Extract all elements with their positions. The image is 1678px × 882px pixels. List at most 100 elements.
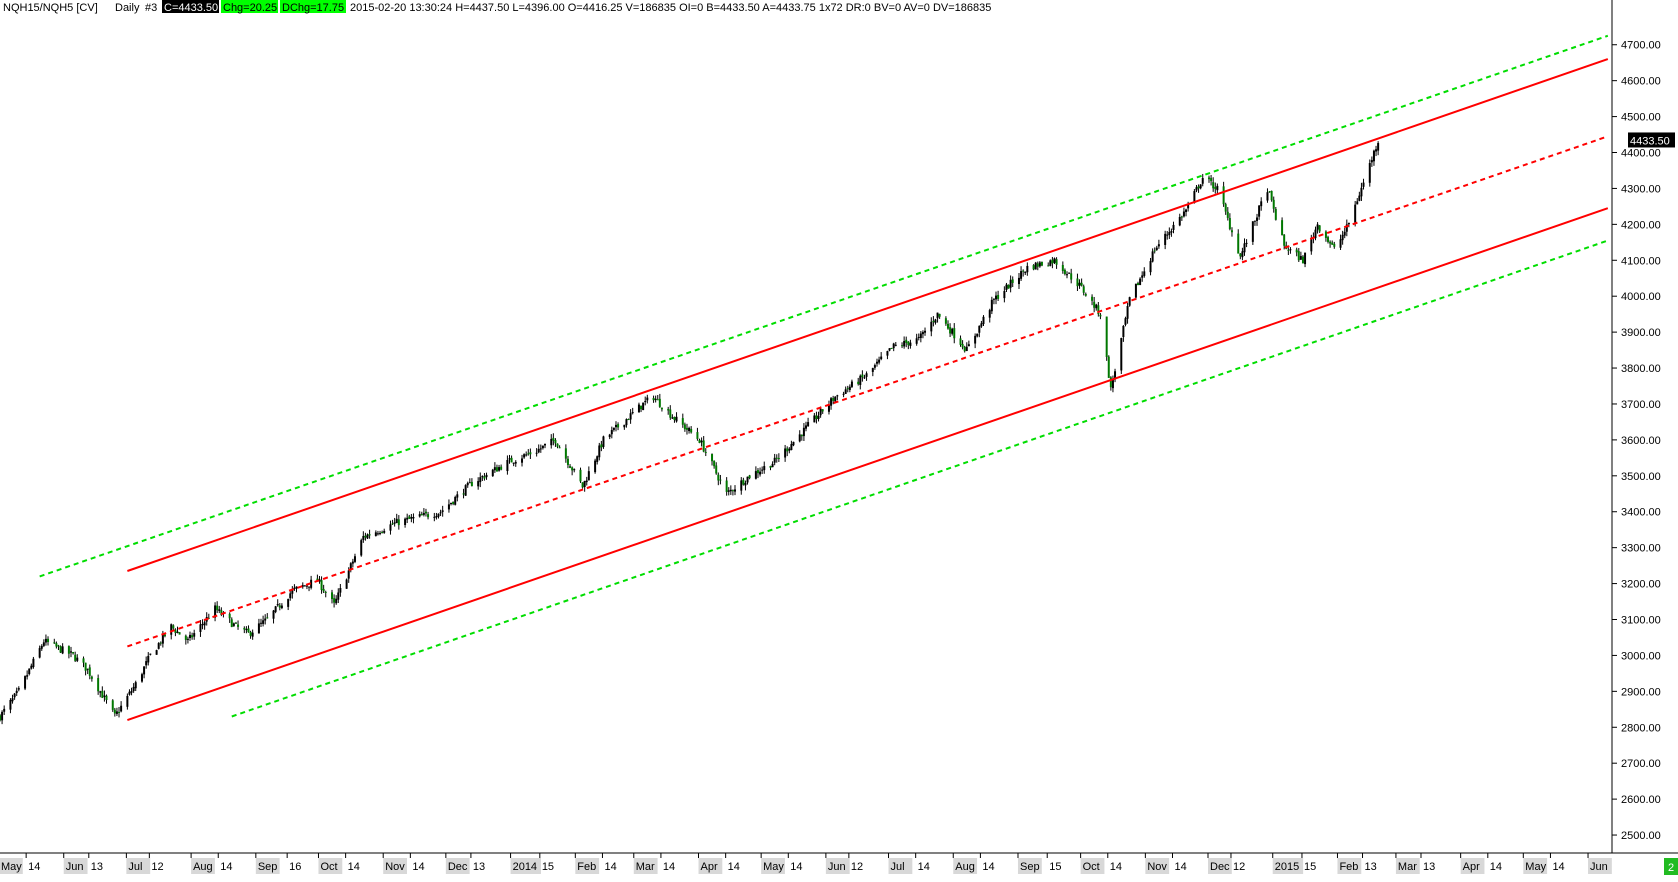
candle-body (873, 365, 876, 368)
candle-body (980, 323, 983, 327)
candle-body (788, 448, 791, 451)
candle-body (305, 585, 308, 587)
candle-body (773, 457, 776, 463)
channel-line[interactable] (39, 34, 1609, 578)
price-tick-label: 4100.00 (1621, 255, 1661, 267)
date-tick-label: Oct (1083, 861, 1100, 873)
date-tick-label: 14 (348, 861, 360, 873)
candle-body (264, 618, 267, 621)
candle-body (1253, 220, 1256, 222)
candle-body (1068, 272, 1071, 274)
candle-body (888, 348, 891, 351)
date-label-box (383, 858, 408, 874)
candle-body (903, 341, 906, 347)
candle-body (404, 518, 407, 525)
candle-body (1099, 314, 1102, 317)
candle-body (727, 490, 730, 492)
chg-value-badge: Chg=20.25 (223, 2, 277, 14)
candle-body (754, 471, 757, 479)
candle-body (174, 629, 177, 633)
candle-body (383, 530, 386, 533)
candle-body (508, 458, 511, 460)
corner-status-badge[interactable] (1664, 858, 1678, 875)
candle-body (805, 425, 807, 429)
candle-body (322, 588, 325, 592)
candle-body (1185, 209, 1188, 213)
candle-body (274, 606, 277, 612)
candle-body (642, 402, 645, 411)
candle-body (1356, 201, 1359, 205)
candle-body (637, 404, 640, 413)
candle-body (769, 466, 772, 468)
candle-body (466, 483, 469, 486)
date-tick-label: 14 (982, 861, 994, 873)
candle-body (602, 436, 605, 447)
candle-body (26, 675, 29, 677)
date-label-box (825, 858, 850, 874)
candle-body (1193, 191, 1196, 204)
price-axis[interactable]: 2500.00 2600.00 2700.00 2800.00 2900.00 3000.… (1612, 40, 1661, 842)
candle-body (598, 445, 601, 458)
candle-body (510, 457, 513, 463)
candle-body (827, 404, 830, 412)
date-label-box (318, 858, 343, 874)
last-price-tag-bg (1628, 132, 1675, 148)
candle-body (44, 638, 47, 643)
candle-body (115, 711, 118, 714)
candle-body (287, 599, 290, 607)
candle-body (97, 678, 100, 692)
candle-body (498, 467, 501, 471)
corner-status-text: 2 (1668, 862, 1674, 874)
channel-line[interactable] (127, 135, 1609, 648)
candle-body (439, 512, 442, 514)
candle-body (917, 336, 920, 338)
candle-body (1026, 265, 1029, 273)
candle-body (1228, 218, 1231, 230)
price-tick-label: 2800.00 (1621, 722, 1661, 734)
candle-body (1166, 234, 1169, 236)
candle-body (631, 412, 634, 414)
candle-body (1070, 273, 1073, 280)
date-tick-label: Aug (955, 861, 975, 873)
candle-body (506, 460, 509, 472)
candle-body (230, 619, 233, 628)
candle-body (1199, 184, 1202, 189)
candle-body (1093, 301, 1096, 308)
candle-body (729, 489, 732, 492)
candle-body (347, 570, 350, 579)
candle-body (280, 605, 283, 609)
candle-body (15, 690, 18, 694)
candle-body (485, 474, 488, 478)
date-tick-label: Sep (1020, 861, 1040, 873)
candle-body (539, 448, 542, 450)
candle-body (351, 561, 354, 564)
candle-body (130, 691, 133, 693)
candle-body (1377, 143, 1380, 151)
candle-body (1266, 192, 1269, 201)
candle-body (951, 328, 954, 334)
candle-body (550, 438, 553, 446)
candle-body (842, 393, 845, 395)
candle-body (333, 598, 336, 603)
candle-body (564, 448, 567, 459)
candle-body (1066, 274, 1069, 276)
channel-line[interactable] (127, 207, 1609, 722)
candle-body (412, 516, 415, 519)
candle-body (1329, 241, 1332, 244)
candle-body (1310, 238, 1313, 252)
date-label-box (1017, 858, 1042, 874)
candle-body (685, 427, 688, 430)
date-axis[interactable]: May 14 Jun 13 Jul 12 Aug 14 Sep 16 Oct 14 Nov 14 Dec 13… (0, 853, 1612, 874)
channel-line[interactable] (231, 239, 1609, 718)
candle-body (32, 658, 35, 668)
candle-body (84, 662, 87, 671)
candle-body (1327, 237, 1330, 242)
channel-line[interactable] (127, 58, 1609, 572)
candle-body (1084, 293, 1087, 296)
candle-body (946, 323, 949, 329)
candle-body (362, 535, 365, 540)
candle-body (452, 501, 455, 504)
candle-body (688, 427, 691, 432)
